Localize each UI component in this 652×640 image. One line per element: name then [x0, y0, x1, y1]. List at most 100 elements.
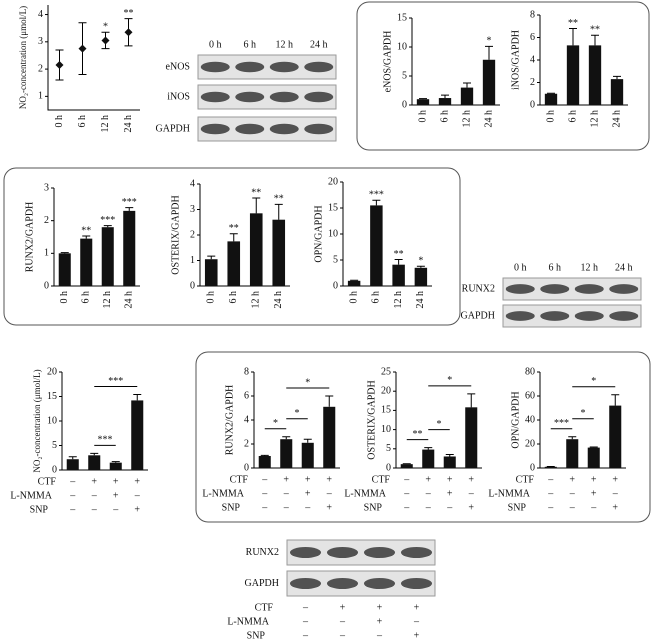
condition-name: L-NMMA	[488, 488, 530, 499]
error-bar	[303, 438, 312, 443]
blot-band	[609, 284, 639, 294]
significance: **	[568, 18, 578, 29]
condition-sign: +	[468, 474, 474, 485]
error-bar	[467, 393, 476, 408]
condition-sign: –	[403, 474, 410, 485]
panel-frame	[356, 1, 650, 151]
bracket-label: ***	[108, 376, 123, 387]
condition-sign: –	[547, 474, 554, 485]
y-tick-label: 0	[530, 99, 535, 110]
error-bar	[463, 82, 471, 88]
error-bar	[613, 75, 621, 80]
condition-name: L-NMMA	[227, 616, 269, 627]
y-tick-label: 20	[525, 438, 535, 449]
blot-band	[326, 547, 359, 558]
point	[101, 36, 110, 45]
y-tick-label: 0	[52, 464, 57, 475]
bar	[131, 400, 144, 470]
bar	[58, 253, 71, 286]
blot-row-label: GAPDH	[156, 123, 190, 134]
significance: **	[590, 25, 600, 36]
condition-sign: –	[339, 630, 346, 640]
y-tick-label: 4	[244, 414, 249, 425]
error-bar	[568, 436, 577, 440]
x-tick-label: 6 h	[439, 110, 450, 123]
y-axis-label: NO₂-concentration (μmol/L)	[18, 6, 28, 109]
error-bar	[589, 446, 598, 448]
y-tick-label: 3	[190, 204, 195, 215]
condition-sign: +	[113, 476, 119, 487]
y-tick-label: 2	[190, 229, 195, 240]
y-tick-label: 15	[328, 202, 338, 213]
condition-sign: –	[569, 502, 576, 513]
blot-band	[505, 284, 535, 294]
blot-band	[235, 61, 265, 73]
significance: ***	[122, 197, 137, 208]
condition-sign: –	[468, 488, 475, 499]
y-axis-label: NO₂-concentration (μmol/L)	[32, 369, 42, 472]
y-axis-label: RUNX2/GAPDH	[224, 385, 235, 456]
bar	[272, 219, 286, 286]
condition-name: L-NMMA	[10, 490, 52, 501]
x-tick-label: 6 h	[567, 110, 578, 123]
condition-sign: –	[283, 502, 290, 513]
bar	[280, 439, 293, 468]
error-bar	[591, 34, 599, 46]
condition-sign: +	[113, 490, 119, 501]
condition-sign: –	[612, 488, 619, 499]
error-bar	[60, 252, 69, 254]
blot-row-label: RUNX2	[462, 283, 495, 294]
bar	[258, 456, 271, 468]
condition-sign: +	[612, 474, 618, 485]
bar	[609, 405, 622, 468]
y-tick-label: 2	[530, 77, 535, 88]
error-bar	[325, 395, 334, 407]
condition-sign: –	[590, 502, 597, 513]
bar	[101, 227, 114, 286]
error-bar	[90, 452, 99, 456]
condition-name: L-NMMA	[202, 488, 244, 499]
significance: **	[81, 225, 91, 236]
x-tick-label: 24 h	[124, 291, 135, 309]
y-tick-label: 0	[333, 280, 338, 291]
error-bar	[82, 235, 91, 239]
blot-row-label: eNOS	[166, 61, 190, 72]
y-tick-label: 1	[190, 255, 195, 266]
bar	[370, 205, 383, 286]
blot-band	[304, 61, 334, 73]
bracket-label: *	[447, 375, 452, 386]
y-tick-label: 3	[38, 36, 43, 47]
bar	[109, 462, 122, 470]
bracket-label: *	[295, 408, 300, 419]
blot-band	[269, 61, 299, 73]
x-tick-label: 6 h	[77, 115, 88, 128]
condition-sign: +	[468, 502, 474, 513]
condition-sign: +	[283, 474, 289, 485]
condition-sign: –	[425, 488, 432, 499]
y-tick-label: 20	[47, 366, 57, 377]
x-tick-label: 24 h	[611, 110, 622, 128]
y-tick-label: 15	[381, 405, 391, 416]
y-tick-label: 0	[530, 462, 535, 473]
condition-sign: –	[547, 502, 554, 513]
y-tick-label: 4	[190, 178, 195, 189]
bracket-label: ***	[554, 418, 569, 429]
error-bar	[441, 94, 449, 99]
blot-band	[289, 578, 322, 589]
condition-sign: –	[446, 502, 453, 513]
y-tick-label: 15	[397, 12, 407, 23]
error-bar	[611, 394, 620, 406]
condition-sign: –	[302, 616, 309, 627]
error-bar	[547, 92, 555, 94]
y-tick-label: 1	[44, 248, 49, 259]
y-tick-label: 6	[244, 390, 249, 401]
y-tick-label: 5	[333, 254, 338, 265]
bar	[610, 79, 624, 105]
blot-row-label: RUNX2	[246, 547, 279, 558]
condition-name: SNP	[30, 504, 49, 515]
y-tick-label: 8	[244, 366, 249, 377]
condition-name: CTF	[38, 476, 57, 487]
x-tick-label: 12 h	[251, 291, 262, 309]
y-tick-label: 8	[530, 9, 535, 20]
y-tick-label: 2	[44, 215, 49, 226]
